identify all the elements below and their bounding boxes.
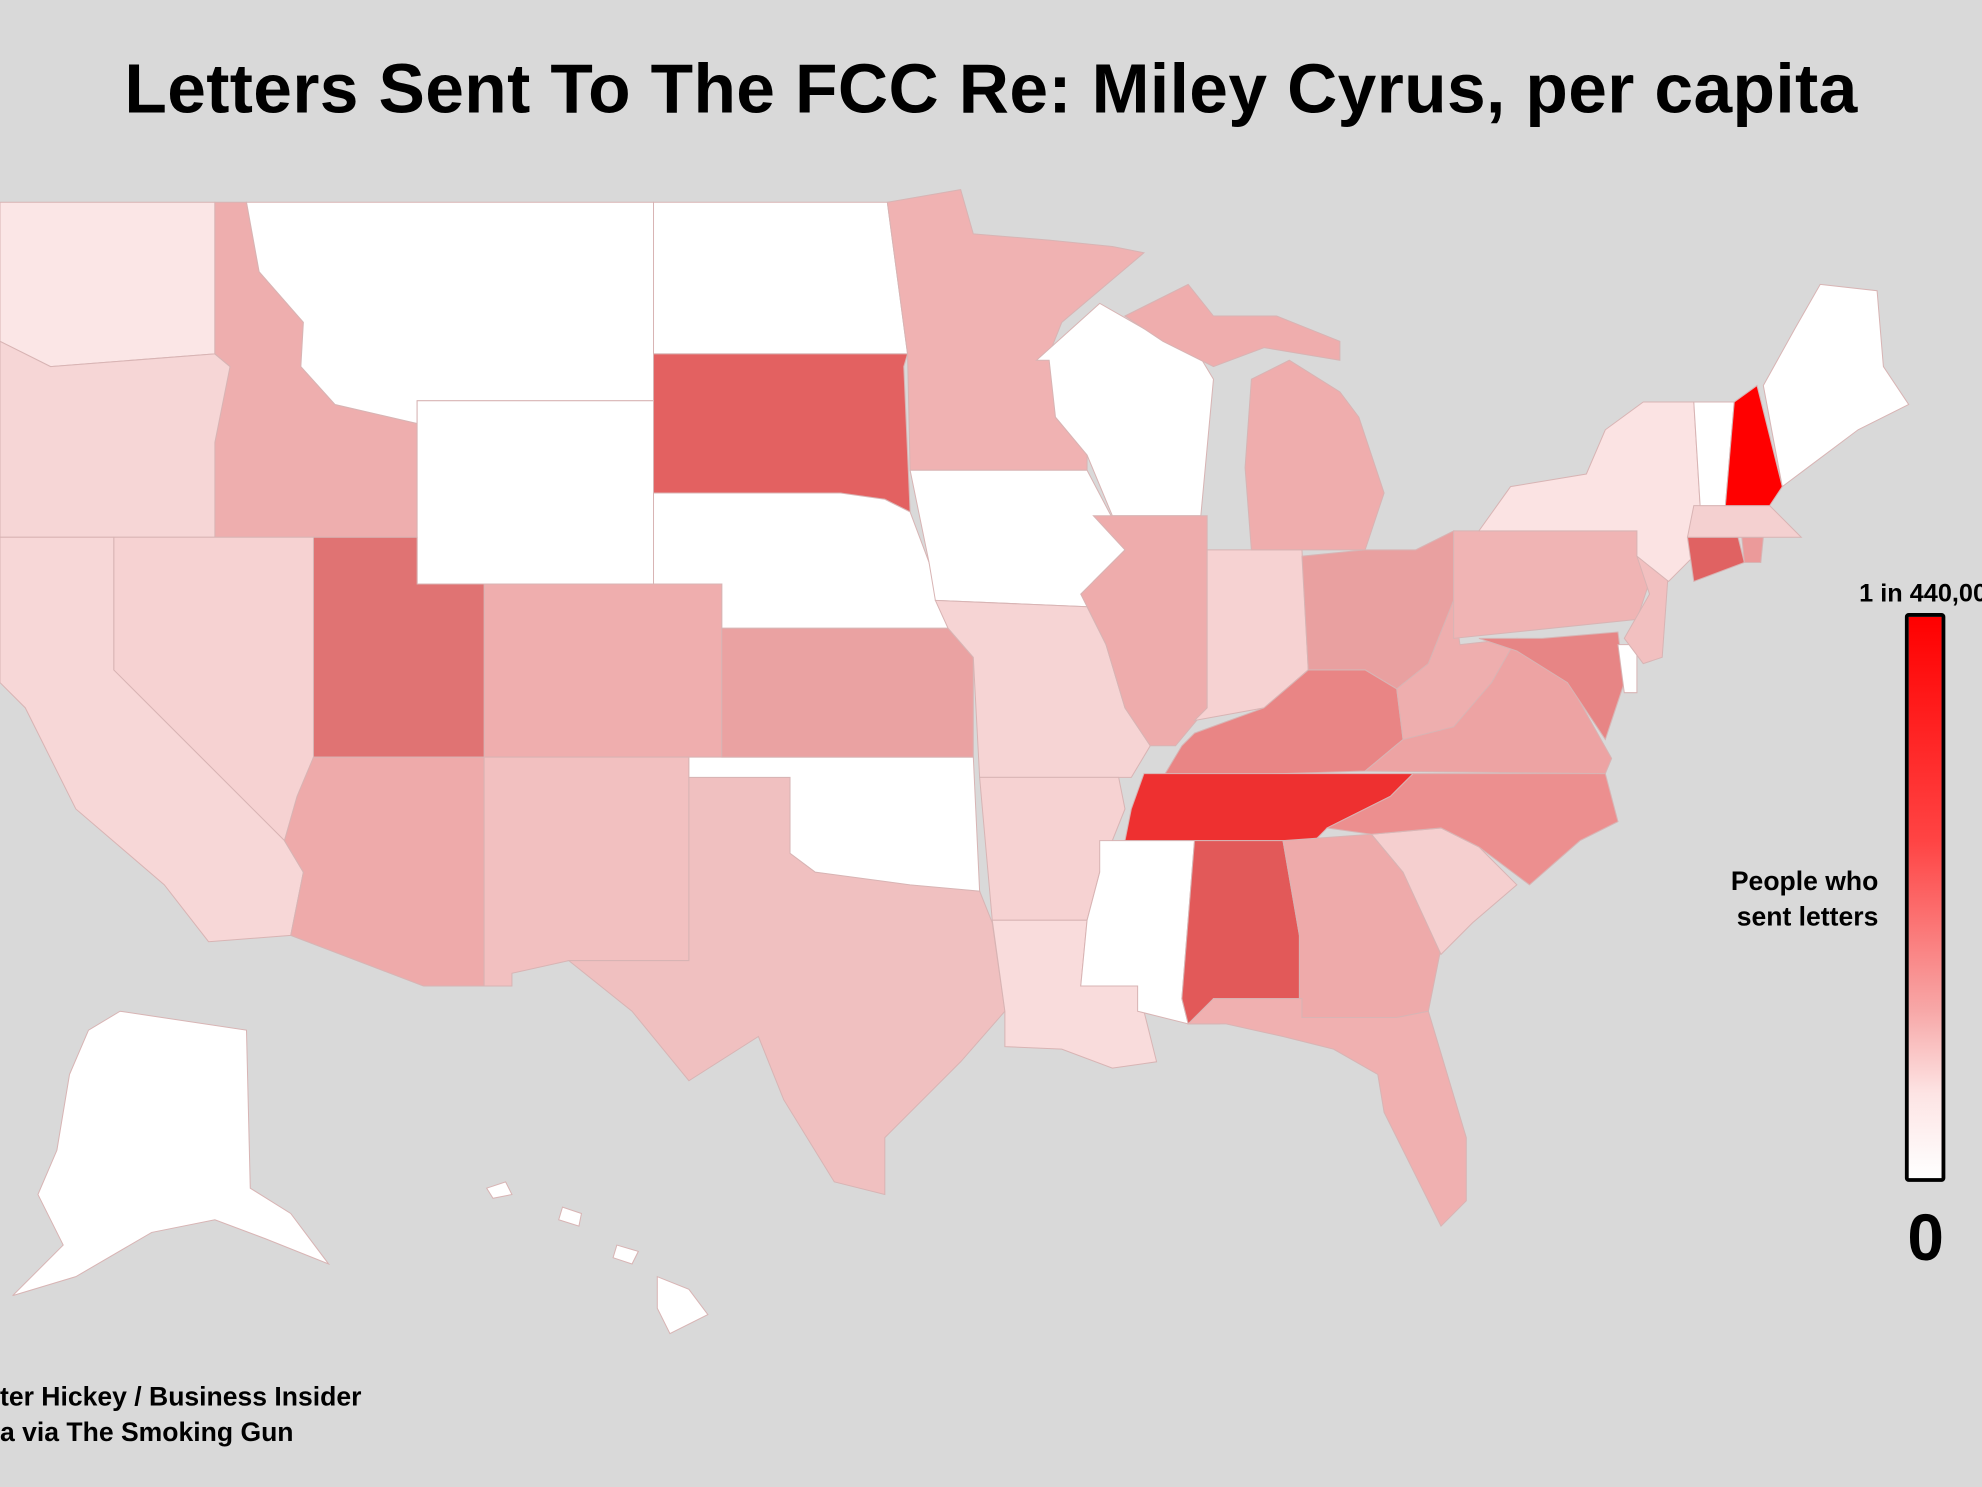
state-nh [1724,384,1783,507]
state-shape-nc [1325,773,1619,886]
state-co [483,583,723,758]
legend-max-label: 1 in 440,00 [1859,580,1982,608]
state-wa [0,201,216,368]
state-shape-md [1478,631,1625,741]
state-ok [688,756,981,892]
state-ca [0,536,304,943]
state-me [1762,283,1910,488]
state-shape-sd [652,353,911,513]
chart-title: Letters Sent To The FCC Re: Miley Cyrus,… [124,49,1858,128]
state-ks [721,627,974,758]
state-shape-hi [612,1244,640,1265]
state-shape-az [283,756,485,987]
state-nc [1325,773,1619,886]
state-shape-ks [721,627,974,758]
state-shape-al [1181,840,1300,1025]
state-shape-hi [558,1206,583,1227]
legend-title: People who sent letters [1731,865,1878,936]
state-shape-hi [485,1181,513,1199]
legend-color-scale [1904,613,1946,1182]
state-nm [483,756,690,987]
state-ak [12,1010,331,1297]
state-shape-wa [0,201,216,368]
state-shape-wy [416,400,655,585]
credits: ter Hickey / Business Insider a via The … [0,1380,361,1451]
legend-title-line2: sent letters [1736,902,1879,932]
state-wy [416,400,655,585]
state-shape-or [0,340,231,538]
state-shape-ak [12,1010,331,1297]
state-md [1478,631,1625,741]
state-fl [1186,998,1467,1227]
state-shape-co [483,583,723,758]
state-shape-ri [1741,536,1764,563]
state-al [1181,840,1300,1025]
state-ri [1741,536,1764,563]
legend-title-line1: People who [1730,867,1879,897]
state-shape-pa [1453,530,1651,639]
state-sd [652,353,911,513]
state-nd [652,201,909,355]
state-shape-ct [1686,536,1745,583]
credit-source: a via The Smoking Gun [0,1418,294,1448]
state-hi [485,1181,709,1335]
state-shape-nh [1724,384,1783,507]
state-mi-up [1123,283,1341,368]
state-shape-ma [1686,505,1803,538]
state-shape-fl [1186,998,1467,1227]
state-ct [1686,536,1745,583]
state-shape-mi [1244,359,1385,551]
state-shape-ok [688,756,981,892]
legend-min-label: 0 [1907,1202,1944,1276]
credit-author: ter Hickey / Business Insider [0,1382,362,1412]
state-az [283,756,485,987]
state-shape-nd [652,201,909,355]
state-shape-mi-up [1123,283,1341,368]
state-shape-hi [656,1275,709,1335]
state-or [0,340,231,538]
state-mi [1244,359,1385,551]
state-shape-nm [483,756,690,987]
state-pa [1453,530,1651,639]
state-shape-ca [0,536,304,943]
state-shape-me [1762,283,1910,488]
state-ma [1686,505,1803,538]
